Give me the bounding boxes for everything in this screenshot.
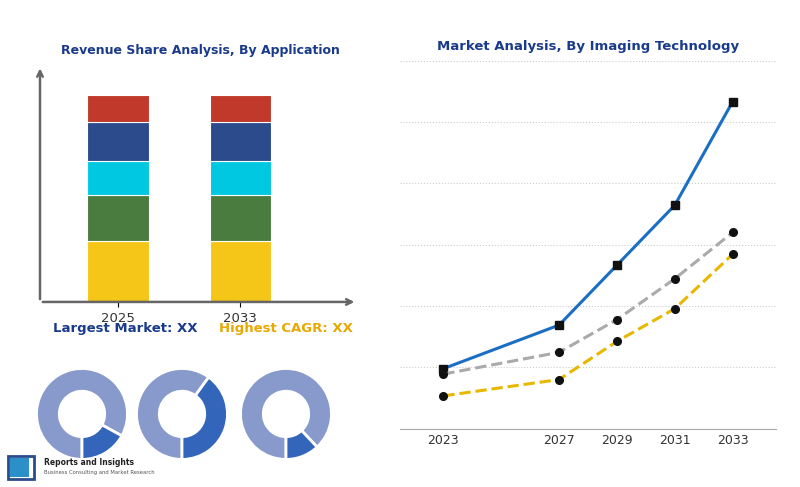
Bar bbox=[210, 241, 271, 302]
Bar bbox=[87, 161, 149, 195]
Bar bbox=[87, 122, 149, 161]
FancyBboxPatch shape bbox=[8, 456, 34, 479]
Bar bbox=[210, 161, 271, 195]
Bar bbox=[210, 95, 271, 122]
Title: Market Analysis, By Imaging Technology: Market Analysis, By Imaging Technology bbox=[437, 40, 739, 53]
Text: Reports and Insights: Reports and Insights bbox=[44, 458, 134, 467]
Bar bbox=[87, 195, 149, 241]
Bar bbox=[210, 195, 271, 241]
Text: GLOBAL CONFOCAL LASER ENDOMICROSCOPY SYSTEM MARKET SEGMENT ANALYSIS: GLOBAL CONFOCAL LASER ENDOMICROSCOPY SYS… bbox=[10, 19, 668, 33]
Bar bbox=[210, 122, 271, 161]
Wedge shape bbox=[137, 369, 209, 459]
FancyBboxPatch shape bbox=[10, 458, 29, 477]
Wedge shape bbox=[82, 425, 122, 459]
Bar bbox=[87, 241, 149, 302]
Text: Business Consulting and Market Research: Business Consulting and Market Research bbox=[44, 470, 154, 475]
Wedge shape bbox=[241, 369, 331, 459]
Wedge shape bbox=[37, 369, 127, 459]
Bar bbox=[87, 95, 149, 122]
Text: Highest CAGR: XX: Highest CAGR: XX bbox=[219, 322, 353, 335]
Wedge shape bbox=[182, 377, 227, 459]
Text: Largest Market: XX: Largest Market: XX bbox=[53, 322, 198, 335]
Title: Revenue Share Analysis, By Application: Revenue Share Analysis, By Application bbox=[61, 44, 339, 56]
Wedge shape bbox=[286, 431, 317, 459]
